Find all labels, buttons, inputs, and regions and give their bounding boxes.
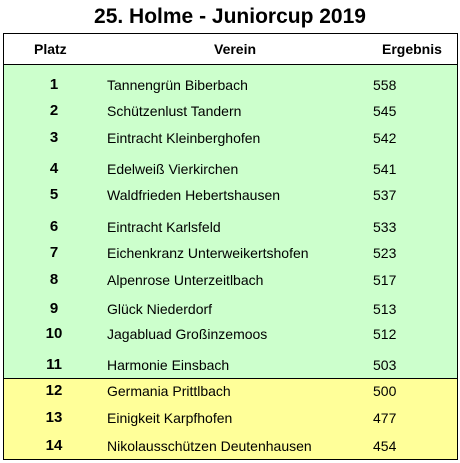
table-row: 4 Edelweiß Vierkirchen 541: [4, 158, 457, 180]
rank-cell: 4: [49, 160, 59, 177]
table-row: 13 Einigkeit Karpfhofen 477: [4, 407, 457, 429]
score-cell: 523: [373, 245, 397, 261]
club-cell: Tannengrün Biberbach: [107, 77, 248, 93]
score-cell: 517: [373, 272, 397, 288]
score-cell: 503: [373, 357, 397, 373]
score-cell: 541: [373, 161, 397, 177]
club-cell: Jagabluad Großinzemoos: [107, 326, 268, 342]
club-cell: Eichenkranz Unterweikertshofen: [107, 245, 309, 261]
club-cell: Waldfrieden Hebertshausen: [107, 187, 281, 203]
rank-cell: 6: [49, 218, 59, 235]
table-row: 9 Glück Niederdorf 513: [4, 298, 457, 320]
club-cell: Einigkeit Karpfhofen: [107, 410, 233, 426]
score-cell: 477: [373, 410, 397, 426]
rank-cell: 9: [49, 300, 59, 317]
rank-cell: 12: [45, 382, 63, 399]
rank-cell: 5: [49, 186, 59, 203]
rank-cell: 11: [46, 356, 62, 373]
rank-cell: 7: [49, 244, 59, 261]
table-row: 11 Harmonie Einsbach 503: [4, 354, 457, 376]
qualified-group: [4, 65, 457, 379]
rank-cell: 1: [49, 76, 59, 93]
table-row: 10 Jagabluad Großinzemoos 512: [4, 323, 457, 345]
header-platz: Platz: [34, 41, 67, 57]
rank-cell: 8: [49, 271, 59, 288]
lower-group: [4, 379, 457, 459]
score-cell: 500: [373, 383, 397, 399]
table-header: Platz Verein Ergebnis: [4, 34, 457, 65]
club-cell: Harmonie Einsbach: [107, 357, 230, 373]
score-cell: 542: [373, 130, 397, 146]
page-title: 25. Holme - Juniorcup 2019: [94, 5, 366, 28]
club-cell: Germania Prittlbach: [107, 383, 231, 399]
table-row: 7 Eichenkranz Unterweikertshofen 523: [4, 242, 457, 264]
table-row: 5 Waldfrieden Hebertshausen 537: [4, 184, 457, 206]
rank-cell: 2: [49, 102, 59, 119]
table-row: 3 Eintracht Kleinberghofen 542: [4, 127, 457, 149]
score-cell: 512: [373, 326, 397, 342]
club-cell: Eintracht Kleinberghofen: [107, 130, 261, 146]
header-ergebnis: Ergebnis: [382, 41, 442, 57]
score-cell: 513: [373, 301, 397, 317]
results-table: Platz Verein Ergebnis 1 Tannengrün Biber…: [3, 33, 458, 460]
rank-cell: 14: [45, 437, 63, 454]
rank-cell: 10: [45, 325, 63, 342]
rank-cell: 13: [45, 409, 63, 426]
table-row: 12 Germania Prittlbach 500: [4, 380, 457, 402]
table-row: 6 Eintracht Karlsfeld 533: [4, 216, 457, 238]
table-row: 8 Alpenrose Unterzeitlbach 517: [4, 269, 457, 291]
table-row: 2 Schützenlust Tandern 545: [4, 100, 457, 122]
score-cell: 558: [373, 77, 397, 93]
score-cell: 533: [373, 219, 397, 235]
club-cell: Glück Niederdorf: [107, 301, 213, 317]
table-row: 1 Tannengrün Biberbach 558: [4, 74, 457, 96]
club-cell: Schützenlust Tandern: [107, 103, 242, 119]
club-cell: Nikolausschützen Deutenhausen: [107, 438, 312, 454]
club-cell: Eintracht Karlsfeld: [107, 219, 221, 235]
score-cell: 454: [373, 438, 397, 454]
header-verein: Verein: [214, 41, 257, 57]
score-cell: 537: [373, 187, 397, 203]
rank-cell: 3: [49, 129, 59, 146]
club-cell: Edelweiß Vierkirchen: [107, 161, 239, 177]
table-row: 14 Nikolausschützen Deutenhausen 454: [4, 435, 457, 457]
score-cell: 545: [373, 103, 397, 119]
club-cell: Alpenrose Unterzeitlbach: [107, 272, 264, 288]
